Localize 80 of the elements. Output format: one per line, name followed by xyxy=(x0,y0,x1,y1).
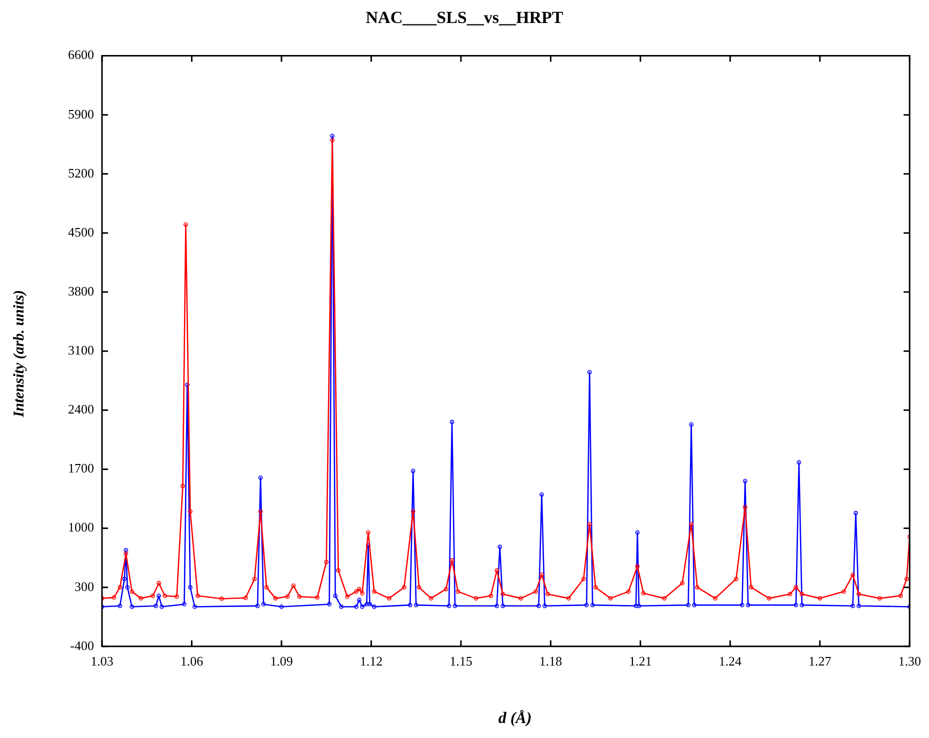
point xyxy=(635,530,640,535)
y-tick-label: 3100 xyxy=(68,342,94,358)
point xyxy=(636,604,642,608)
point xyxy=(185,382,190,388)
point xyxy=(357,598,362,602)
point xyxy=(360,604,364,609)
x-tick-label: 1.18 xyxy=(539,654,562,669)
point xyxy=(500,604,506,608)
point xyxy=(742,478,748,484)
x-tick-label: 1.06 xyxy=(180,654,204,669)
y-axis-title: Intensity (arb. units) xyxy=(12,288,28,420)
point xyxy=(118,604,122,608)
point xyxy=(854,510,858,516)
x-tick-label: 1.30 xyxy=(898,654,921,669)
point xyxy=(587,370,592,374)
x-tick-label: 1.03 xyxy=(90,654,114,669)
point xyxy=(125,585,130,590)
y-tick-label: 6600 xyxy=(68,47,94,62)
point xyxy=(192,604,197,609)
point xyxy=(339,604,344,609)
point xyxy=(261,602,266,606)
point xyxy=(746,602,750,608)
point xyxy=(333,594,338,598)
point xyxy=(856,604,861,608)
y-tick-label: 3800 xyxy=(68,283,94,298)
point xyxy=(258,475,263,480)
point xyxy=(122,576,127,582)
point xyxy=(590,602,595,608)
y-tick-label: 1000 xyxy=(68,520,94,535)
point xyxy=(536,604,541,608)
point xyxy=(124,548,128,552)
point xyxy=(255,604,260,608)
point xyxy=(634,604,638,608)
point xyxy=(686,602,690,608)
chart-title: NAC____SLS__vs__HRPT xyxy=(364,8,564,28)
point xyxy=(414,602,418,608)
point xyxy=(540,492,544,497)
point xyxy=(364,602,369,606)
point xyxy=(372,604,376,609)
point xyxy=(542,604,547,608)
point xyxy=(188,585,192,590)
x-tick-label: 1.12 xyxy=(360,654,383,669)
x-axis-title: d (Å) xyxy=(497,710,533,728)
y-tick-label: -400 xyxy=(70,638,94,653)
point xyxy=(368,602,372,606)
x-tick-label: 1.09 xyxy=(270,654,293,669)
point xyxy=(794,602,798,608)
point xyxy=(160,604,164,609)
point xyxy=(498,544,502,550)
y-tick-label: 2400 xyxy=(68,402,94,417)
y-tick-label: 300 xyxy=(74,578,94,594)
point xyxy=(800,602,804,608)
point xyxy=(130,604,134,609)
point xyxy=(354,604,358,609)
x-tick-label: 1.21 xyxy=(629,654,652,669)
point xyxy=(584,602,589,608)
point xyxy=(408,602,412,608)
point xyxy=(850,604,855,608)
point xyxy=(154,604,158,608)
point xyxy=(692,602,696,608)
y-tick-label: 5900 xyxy=(68,106,94,122)
point xyxy=(796,460,802,465)
y-tick-label: 1700 xyxy=(68,460,94,476)
point xyxy=(689,422,694,427)
y-tick-label: 5200 xyxy=(68,165,94,180)
x-tick-label: 1.24 xyxy=(718,654,742,669)
point xyxy=(279,604,284,609)
x-tick-label: 1.15 xyxy=(450,654,472,669)
point xyxy=(156,594,162,598)
point xyxy=(452,604,458,608)
point xyxy=(330,134,335,138)
point xyxy=(494,604,500,608)
point xyxy=(446,604,452,608)
point xyxy=(450,420,454,424)
point xyxy=(410,468,416,474)
point xyxy=(740,602,744,608)
y-tick-label: 4500 xyxy=(68,224,94,240)
point xyxy=(182,602,186,606)
point xyxy=(327,602,332,606)
x-tick-label: 1.27 xyxy=(808,654,832,669)
